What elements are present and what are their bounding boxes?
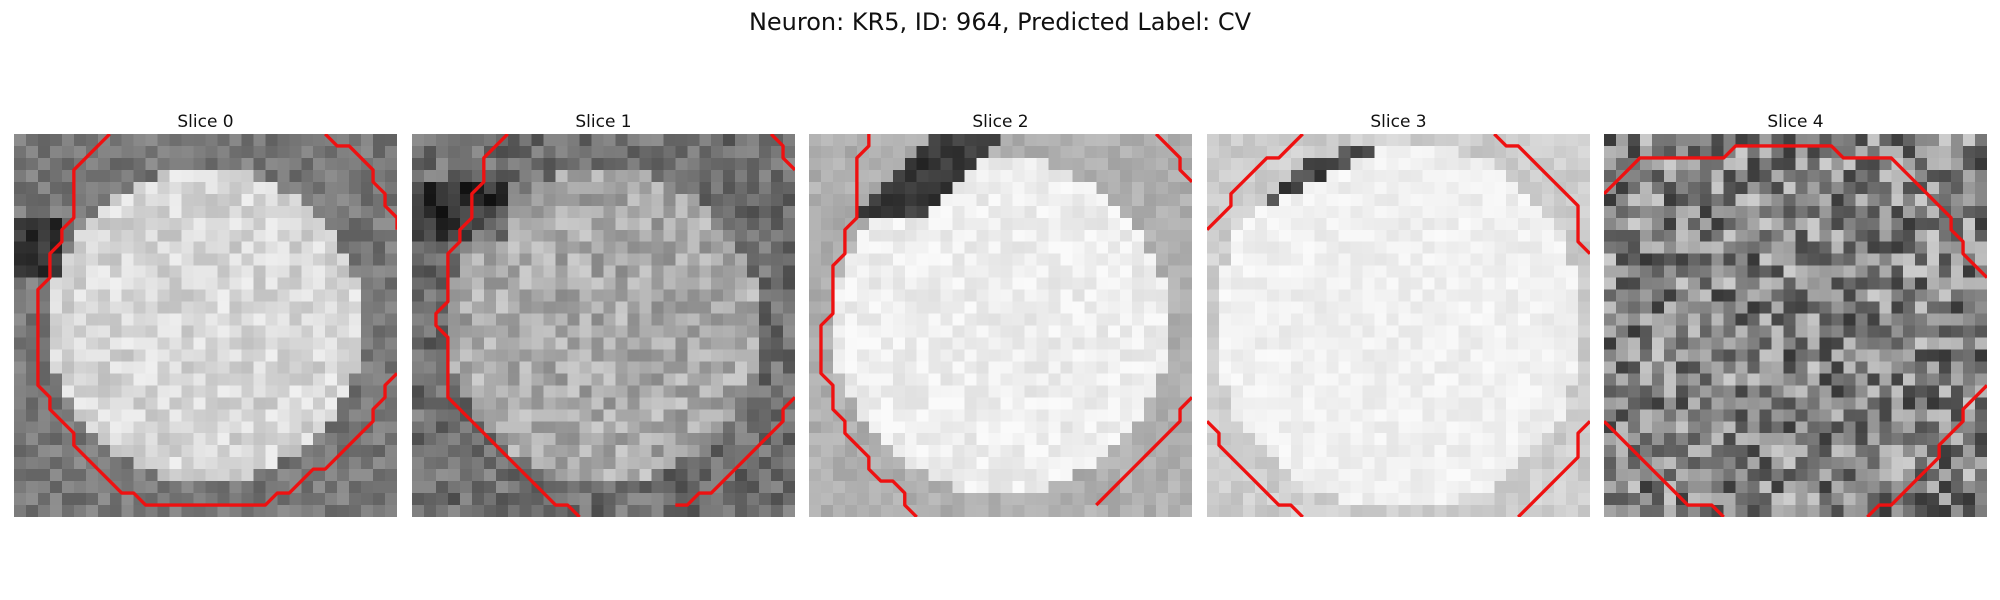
slice-title: Slice 0 (177, 112, 234, 132)
contour-line (1604, 144, 1987, 279)
slice-panel-3: Slice 3 (1207, 110, 1590, 517)
slice-panel-1: Slice 1 (412, 110, 795, 517)
slice-panel-0: Slice 0 (14, 110, 397, 517)
contour-line (675, 396, 795, 507)
contour-line (1604, 420, 1725, 517)
contour-line (1517, 420, 1590, 517)
slice-image (14, 134, 397, 517)
contour-line (769, 134, 795, 172)
slice-title: Slice 3 (1370, 112, 1427, 132)
slice-image (412, 134, 795, 517)
contour-line (1207, 420, 1304, 517)
contour-line (36, 134, 397, 507)
figure-title: Neuron: KR5, ID: 964, Predicted Label: C… (748, 8, 1252, 36)
slice-image (1207, 134, 1590, 517)
contour-line (434, 134, 581, 517)
slice-image (809, 134, 1192, 517)
slice-title: Slice 2 (972, 112, 1029, 132)
contour-line (1207, 134, 1304, 231)
contour-line (1866, 384, 1987, 517)
slice-title: Slice 4 (1767, 112, 1824, 132)
contour-line (1493, 134, 1590, 255)
contour-line (1154, 134, 1192, 184)
contour-line (819, 134, 918, 517)
slice-title: Slice 1 (575, 112, 632, 132)
slice-panel-2: Slice 2 (809, 110, 1192, 517)
contour-line (1095, 396, 1192, 507)
slice-panel-4: Slice 4 (1604, 110, 1987, 517)
contour-line (324, 134, 397, 230)
slice-image (1604, 134, 1987, 517)
